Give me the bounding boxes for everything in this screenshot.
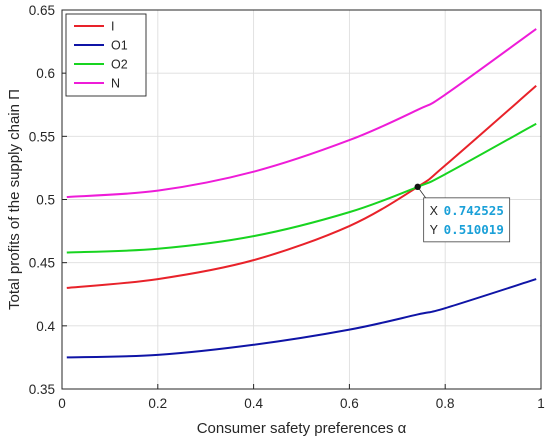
y-tick-label: 0.6 <box>36 66 55 81</box>
datatip-marker[interactable] <box>414 183 421 191</box>
datatip-y-label: Y <box>430 223 439 237</box>
series-line-n[interactable] <box>66 28 537 198</box>
datatip-x-label: X <box>430 204 439 218</box>
series-line-o2[interactable] <box>66 122 537 254</box>
x-tick-label: 0.8 <box>436 396 455 411</box>
x-tick-label: 0.6 <box>340 396 359 411</box>
axis-ticks: 0 0.2 0.4 0.6 0.8 1 0.35 0.4 0.45 0.5 0.55 0.6 0.65 <box>29 3 545 411</box>
datatip-box <box>423 197 511 243</box>
legend-label-n: N <box>111 77 120 91</box>
x-tick-label: 1 <box>537 396 545 411</box>
y-tick-label: 0.65 <box>29 3 55 18</box>
y-tick-label: 0.45 <box>29 256 55 271</box>
y-tick-label: 0.4 <box>36 319 55 334</box>
y-tick-label: 0.35 <box>29 382 55 397</box>
x-axis-label: Consumer safety preferences α <box>197 420 407 437</box>
x-tick-label: 0.2 <box>148 396 167 411</box>
legend[interactable]: I O1 O2 N <box>65 13 147 97</box>
datatip[interactable]: X 0.742525 Y 0.510019 <box>414 183 511 243</box>
legend-label-o2: O2 <box>111 58 128 72</box>
y-tick-label: 0.5 <box>36 193 55 208</box>
datatip-y-value: 0.510019 <box>444 222 504 237</box>
legend-label-i: I <box>111 20 114 34</box>
x-tick-label: 0.4 <box>244 396 263 411</box>
x-tick-label: 0 <box>58 396 66 411</box>
datatip-x-value: 0.742525 <box>444 203 504 218</box>
series-line-i[interactable] <box>66 85 537 289</box>
y-axis-label: Total profits of the supply chain Π <box>6 89 23 310</box>
y-tick-label: 0.55 <box>29 129 55 144</box>
series-line-o1[interactable] <box>66 278 537 359</box>
legend-label-o1: O1 <box>111 39 128 53</box>
series-lines <box>66 28 537 359</box>
